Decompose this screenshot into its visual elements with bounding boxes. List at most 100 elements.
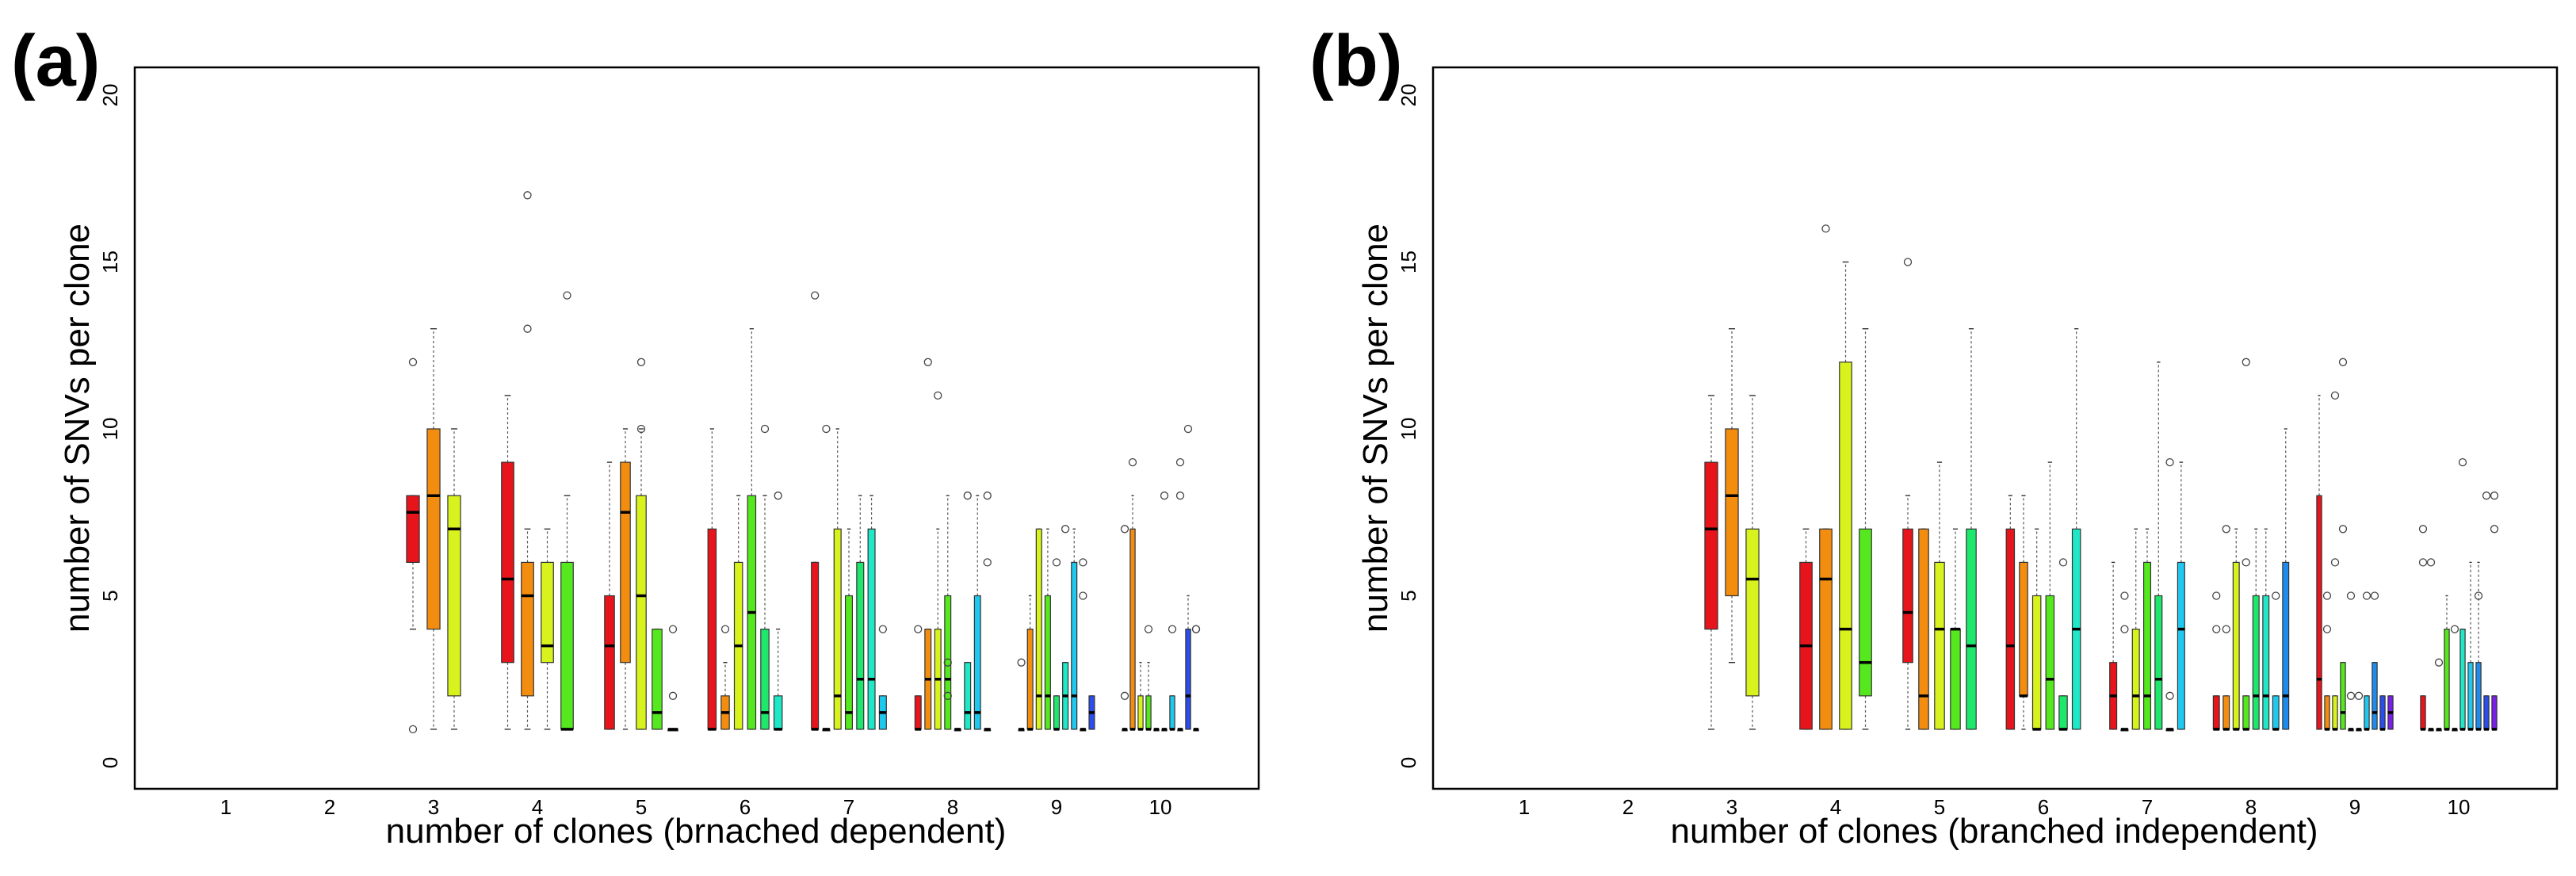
x-tick-label: 10 — [1149, 795, 1172, 819]
panel-label-b: (b) — [1309, 21, 1402, 101]
panel-a: (a) number of SNVs per clone number of c… — [11, 21, 1260, 851]
outlier-point — [1903, 258, 1913, 266]
outlier-point — [1191, 625, 1201, 633]
x-tick-label: 8 — [2245, 795, 2257, 819]
y-axis-title-a: number of SNVs per clone — [58, 224, 97, 633]
outlier-point — [2212, 591, 2221, 600]
outlier-point — [1821, 224, 1830, 233]
outlier-point — [2354, 691, 2364, 700]
box — [1819, 528, 1833, 730]
outlier-point — [810, 291, 820, 300]
outlier-point — [720, 625, 730, 633]
outlier-point — [2330, 391, 2340, 400]
y-tick-label: 0 — [98, 757, 122, 768]
outlier-point — [523, 324, 532, 333]
x-tick-label: 2 — [1622, 795, 1634, 819]
panel-label-a: (a) — [11, 21, 100, 101]
outlier-point — [943, 691, 952, 700]
box — [2467, 662, 2474, 730]
outlier-point — [2458, 457, 2467, 467]
x-axis-title-a: number of clones (brnached dependent) — [386, 812, 1007, 851]
outlier-point — [2426, 558, 2436, 567]
box — [867, 528, 876, 730]
box — [1839, 361, 1852, 730]
box — [1071, 561, 1078, 730]
box — [2058, 695, 2068, 730]
box — [844, 595, 854, 730]
box — [2005, 528, 2016, 730]
x-tick-label: 4 — [532, 795, 543, 819]
outlier-point — [2322, 591, 2332, 600]
outlier-point — [943, 658, 952, 667]
box — [1053, 695, 1061, 730]
box — [2177, 561, 2185, 730]
x-ticks-b: 1 2 3 4 5 6 7 8 9 10 — [1519, 795, 2471, 819]
boxplots-a — [406, 191, 1201, 734]
outlier-point — [2120, 591, 2129, 600]
outlier-point — [2272, 591, 2280, 600]
outlier-point — [1128, 457, 1137, 467]
box — [541, 561, 554, 664]
outlier-point — [563, 291, 571, 300]
x-tick-label: 1 — [1519, 795, 1530, 819]
box — [406, 495, 420, 564]
outlier-point — [668, 625, 678, 633]
box — [1026, 628, 1034, 730]
y-tick-label: 15 — [1397, 251, 1420, 274]
box — [2483, 695, 2490, 730]
box — [2242, 695, 2250, 730]
outlier-point — [408, 358, 418, 366]
outlier-point — [2418, 525, 2428, 534]
outlier-point — [2120, 625, 2129, 633]
box — [2444, 628, 2450, 730]
outlier-point — [2490, 525, 2499, 534]
outlier-point — [2362, 591, 2372, 600]
outlier-point — [1120, 525, 1129, 534]
box — [652, 628, 663, 730]
box — [2420, 695, 2426, 730]
box — [2045, 595, 2055, 730]
box — [1044, 595, 1051, 730]
box — [426, 428, 441, 630]
x-tick-label: 6 — [740, 795, 751, 819]
box — [2372, 662, 2378, 730]
outlier-point — [2242, 358, 2250, 366]
y-tick-label: 5 — [98, 590, 122, 601]
outlier-point — [2346, 691, 2356, 700]
box — [2142, 561, 2152, 730]
box — [833, 528, 842, 730]
box — [2131, 628, 2140, 730]
outlier-point — [668, 691, 678, 700]
box — [707, 528, 717, 730]
outlier-point — [1079, 558, 1087, 567]
box — [973, 595, 981, 730]
outlier-point — [1079, 591, 1087, 600]
outlier-point — [1183, 424, 1193, 434]
box — [2340, 662, 2346, 730]
outlier-point — [2222, 625, 2230, 633]
box — [2364, 695, 2370, 730]
box — [501, 461, 514, 664]
y-axis-title-b: number of SNVs per clone — [1356, 224, 1395, 633]
x-tick-label: 7 — [843, 795, 854, 819]
outlier-point — [2450, 625, 2459, 633]
outlier-point — [934, 391, 942, 400]
outlier-point — [1061, 525, 1070, 534]
box — [1129, 528, 1136, 730]
outlier-point — [983, 558, 992, 567]
outlier-point — [2418, 558, 2428, 567]
x-tick-label: 6 — [2038, 795, 2049, 819]
x-tick-label: 3 — [1726, 795, 1737, 819]
box — [914, 695, 922, 730]
outlier-point — [2370, 591, 2379, 600]
outlier-point — [1120, 691, 1129, 700]
box — [1902, 528, 1913, 664]
x-tick-label: 8 — [947, 795, 958, 819]
outlier-point — [2330, 558, 2340, 567]
outlier-point — [2346, 591, 2356, 600]
x-tick-label: 9 — [2349, 795, 2360, 819]
box — [1169, 695, 1175, 730]
box — [773, 695, 783, 730]
box — [1934, 561, 1945, 730]
